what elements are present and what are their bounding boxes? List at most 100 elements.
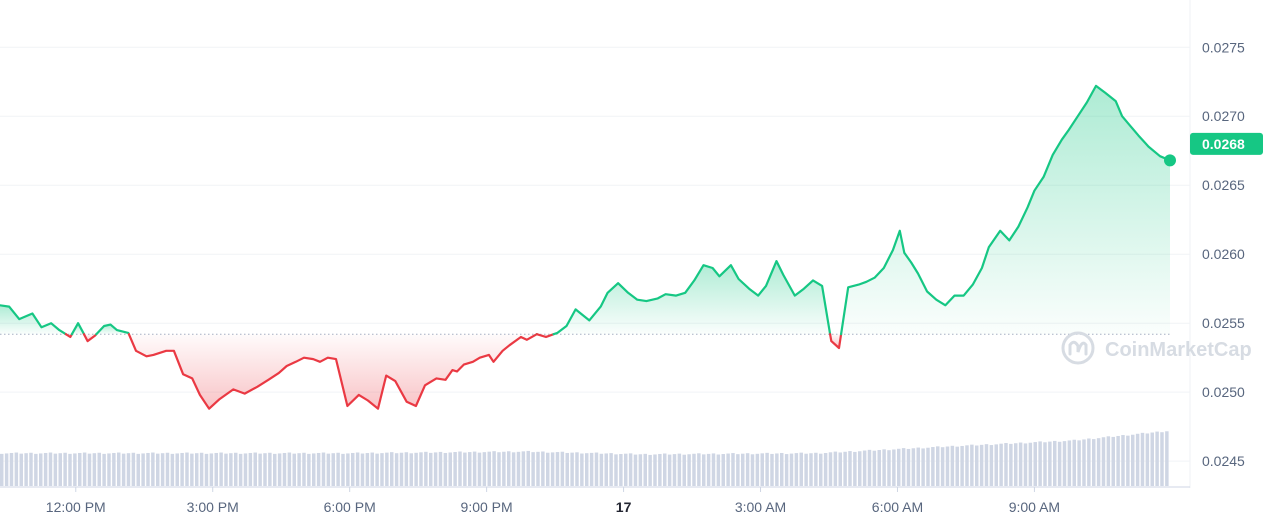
volume-bar <box>1043 442 1047 486</box>
volume-bar <box>195 453 199 486</box>
volume-bar <box>341 453 345 486</box>
volume-bar <box>238 453 243 486</box>
volume-bar <box>1077 440 1081 486</box>
volume-bar <box>1106 436 1111 486</box>
volume-bar <box>248 452 253 486</box>
volume-bar <box>901 448 906 486</box>
volume-bar <box>78 452 82 486</box>
volume-bar <box>48 452 53 486</box>
volume-bar <box>975 445 979 486</box>
x-tick-label: 12:00 PM <box>46 499 106 515</box>
x-tick-label: 9:00 PM <box>461 499 513 515</box>
volume-bar <box>1009 443 1013 486</box>
area-fill-up <box>0 305 66 335</box>
volume-bar <box>609 453 613 486</box>
volume-bar <box>463 452 467 486</box>
volume-bar <box>594 452 599 486</box>
volume-bar <box>906 448 911 486</box>
volume-bar <box>599 453 604 486</box>
volume-bar <box>351 452 355 486</box>
volume-bar <box>448 452 452 486</box>
volume-bar <box>789 453 794 486</box>
volume-bar <box>58 453 62 486</box>
volume-bar <box>1145 433 1150 486</box>
volume-bar <box>375 453 379 486</box>
current-price-badge-bg <box>1190 132 1263 155</box>
volume-bar <box>633 454 638 486</box>
volume-bar <box>619 454 623 486</box>
volume-bar <box>39 453 43 486</box>
coinmarketcap-logo-icon <box>1061 331 1095 365</box>
x-tick-label: 3:00 AM <box>735 499 786 515</box>
volume-bar <box>819 453 823 486</box>
volume-bar <box>53 453 58 486</box>
volume-bar <box>882 449 886 486</box>
price-line-down <box>127 333 538 410</box>
volume-bar <box>853 451 857 486</box>
volume-bar <box>526 450 530 486</box>
x-tick-label: 6:00 AM <box>872 499 923 515</box>
x-tick-label: 9:00 AM <box>1009 499 1060 515</box>
volume-bar <box>419 452 423 486</box>
volume-bar <box>214 452 218 486</box>
volume-bar <box>1048 441 1052 486</box>
volume-bar <box>19 453 23 486</box>
volume-bar <box>648 454 652 486</box>
volume-bar <box>273 453 277 486</box>
volume-bar <box>911 448 916 486</box>
volume-bar <box>741 453 745 486</box>
volume-bar <box>794 453 799 486</box>
price-line-up <box>552 260 832 336</box>
volume-bar <box>916 447 920 486</box>
volume-bar <box>848 451 852 486</box>
volume-bar <box>4 453 9 486</box>
volume-bar <box>1038 441 1042 486</box>
volume-bar <box>838 452 842 486</box>
volume-bar <box>68 453 72 486</box>
volume-bar <box>482 452 487 486</box>
price-line <box>0 84 1172 410</box>
volume-bar <box>97 452 101 486</box>
volume-bar <box>336 452 340 486</box>
current-price-badge: 0.0268 <box>1190 132 1263 155</box>
volume-bar <box>219 452 223 486</box>
volume-bar <box>736 454 740 486</box>
volume-bar <box>43 452 48 486</box>
volume-bar <box>443 452 448 486</box>
y-tick-label: 0.0260 <box>1202 246 1245 262</box>
volume-bar <box>711 453 716 486</box>
volume-bar <box>258 453 262 486</box>
volume-bar <box>385 452 389 486</box>
volume-bar <box>141 453 145 486</box>
volume-bar <box>511 452 516 486</box>
volume-bar <box>858 451 862 486</box>
volume-bar <box>9 452 14 486</box>
volume-bar <box>531 452 535 486</box>
price-line-down <box>535 333 555 339</box>
volume-bar <box>321 452 326 486</box>
current-price-dot <box>1164 154 1176 167</box>
y-tick-label: 0.0255 <box>1202 315 1245 331</box>
area-fill-up <box>553 261 831 335</box>
volume-bar <box>414 452 418 486</box>
volume-bar <box>921 448 925 486</box>
volume-bar <box>536 451 540 486</box>
y-tick-label: 0.0270 <box>1202 108 1245 124</box>
volume-bar <box>224 453 228 486</box>
volume-bar <box>229 453 233 486</box>
volume-bar <box>263 453 267 486</box>
volume-bar <box>1121 435 1125 486</box>
volume-bar <box>750 454 755 486</box>
volume-bar <box>370 452 374 486</box>
volume-bar <box>1072 439 1076 486</box>
volume-bars <box>0 431 1169 486</box>
volume-bar <box>936 446 940 486</box>
volume-bar <box>292 453 296 486</box>
volume-bar <box>1135 433 1140 486</box>
volume-bar <box>29 452 33 486</box>
volume-bar <box>550 452 555 486</box>
volume-bar <box>458 451 462 486</box>
area-fill-up <box>841 85 1170 335</box>
volume-bar <box>970 444 974 486</box>
